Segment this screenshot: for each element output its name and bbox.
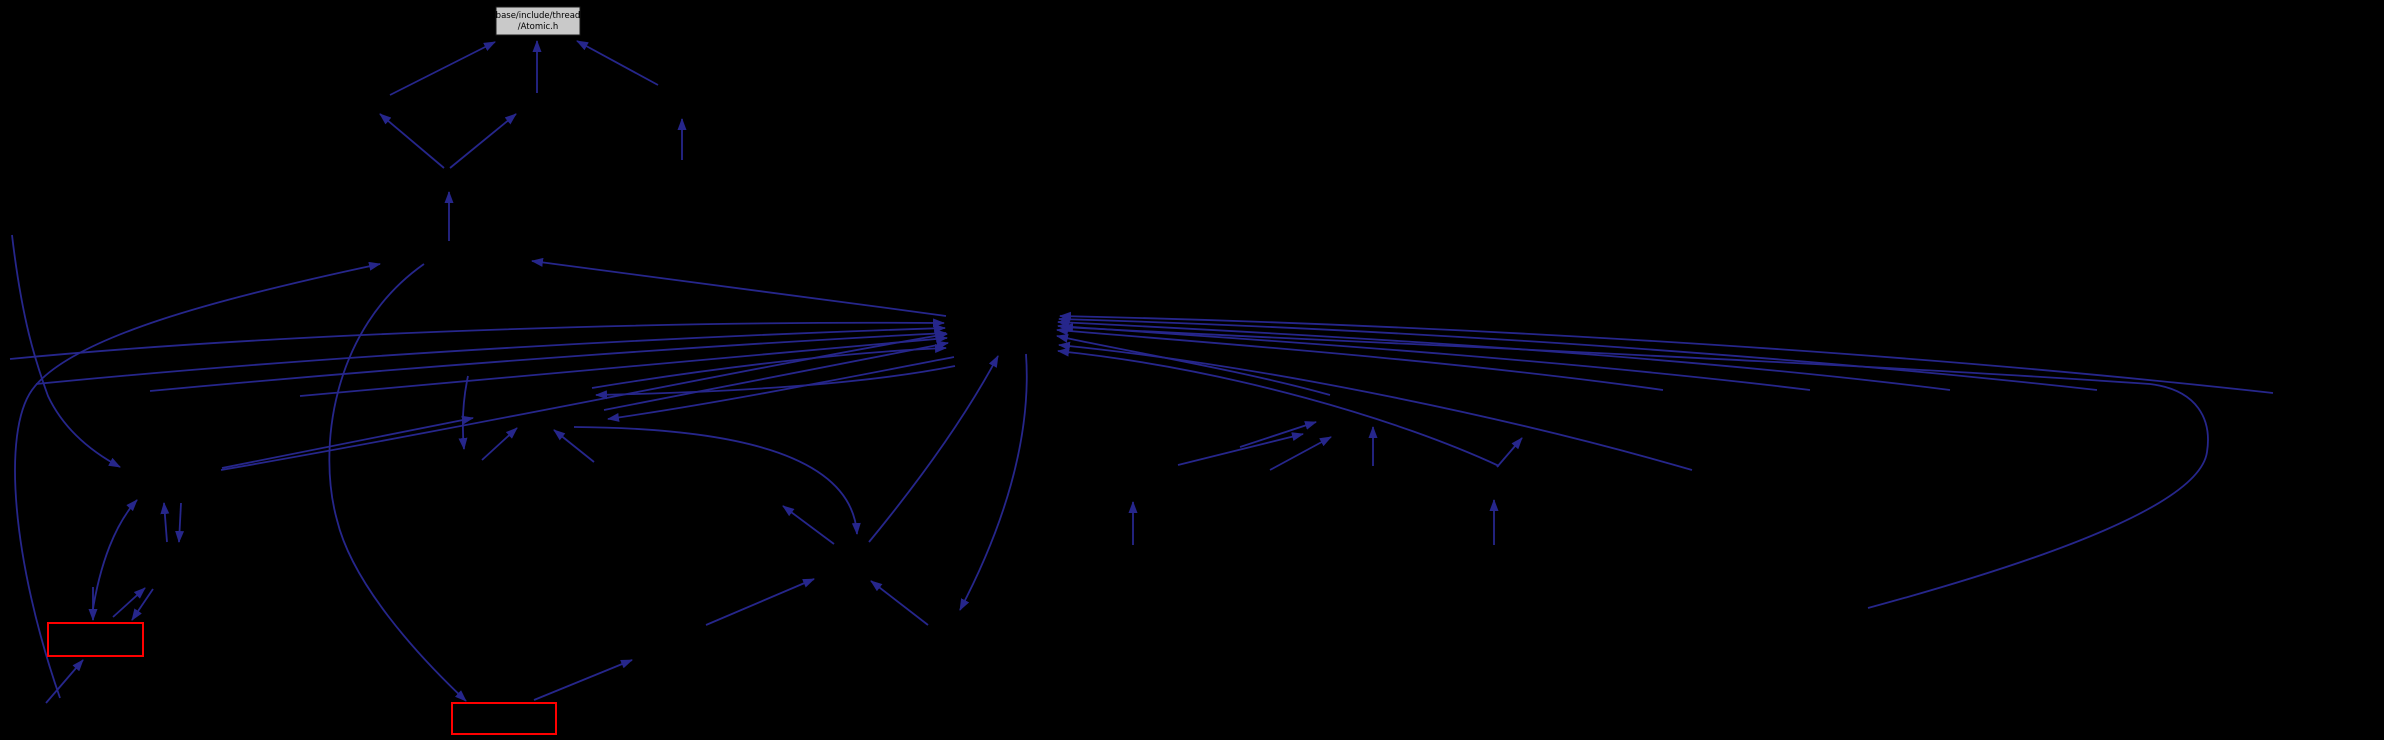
graph-edge [45, 659, 84, 704]
graph-edge [959, 353, 1028, 611]
graph-edge [1496, 437, 1523, 468]
graph-edge [131, 588, 154, 621]
graph-edge [1058, 314, 2098, 391]
graph-edge [868, 355, 999, 543]
graph-edge [35, 323, 946, 385]
graph-edge [553, 429, 595, 463]
graph-edge [328, 263, 467, 702]
graph-edge [175, 502, 185, 543]
graph-edge [220, 331, 948, 471]
graph-edge [782, 505, 835, 545]
graph-edge [1177, 432, 1304, 466]
graph-edge [379, 113, 445, 169]
root-node-layer: base/include/thread/Atomic.h [495, 6, 581, 36]
graph-edge [14, 261, 381, 699]
graph-edge [607, 356, 955, 422]
graph-edge [11, 234, 121, 468]
graph-edge [573, 426, 861, 535]
root-node-box[interactable] [495, 6, 581, 36]
root-node[interactable]: base/include/thread/Atomic.h [495, 6, 581, 36]
graph-edge [458, 375, 469, 450]
root-node-label: base/include/thread [496, 11, 581, 21]
graph-edge [1056, 326, 1664, 391]
graph-edge [705, 578, 815, 626]
graph-edge [533, 659, 633, 701]
graph-edge [160, 502, 170, 543]
graph-edge [221, 415, 474, 469]
graph-edge [595, 365, 956, 400]
graph-edge [1056, 333, 1331, 396]
graph-edge [870, 580, 929, 626]
graph-edge [531, 257, 947, 317]
graph-edge [591, 343, 947, 389]
graph-edge [389, 41, 496, 96]
highlighted-node[interactable] [451, 702, 557, 735]
graph-edge [576, 40, 659, 86]
root-node-label: /Atomic.h [518, 22, 558, 32]
graph-edge [1061, 323, 2209, 609]
graph-edge [112, 587, 146, 618]
highlighted-node[interactable] [47, 622, 144, 657]
graph-edge [1057, 318, 1951, 391]
graph-edge [1239, 421, 1317, 448]
graph-edge [1269, 436, 1332, 471]
graph-edge [481, 427, 518, 461]
graph-edge [449, 113, 517, 169]
highlighted-nodes [47, 622, 557, 735]
graph-edge [149, 329, 947, 392]
graph-edge [91, 499, 138, 616]
graph-edge [1057, 347, 1500, 467]
graph-edge [1059, 311, 2274, 394]
graph-edge [9, 318, 945, 360]
graph-edge [1058, 341, 1693, 471]
